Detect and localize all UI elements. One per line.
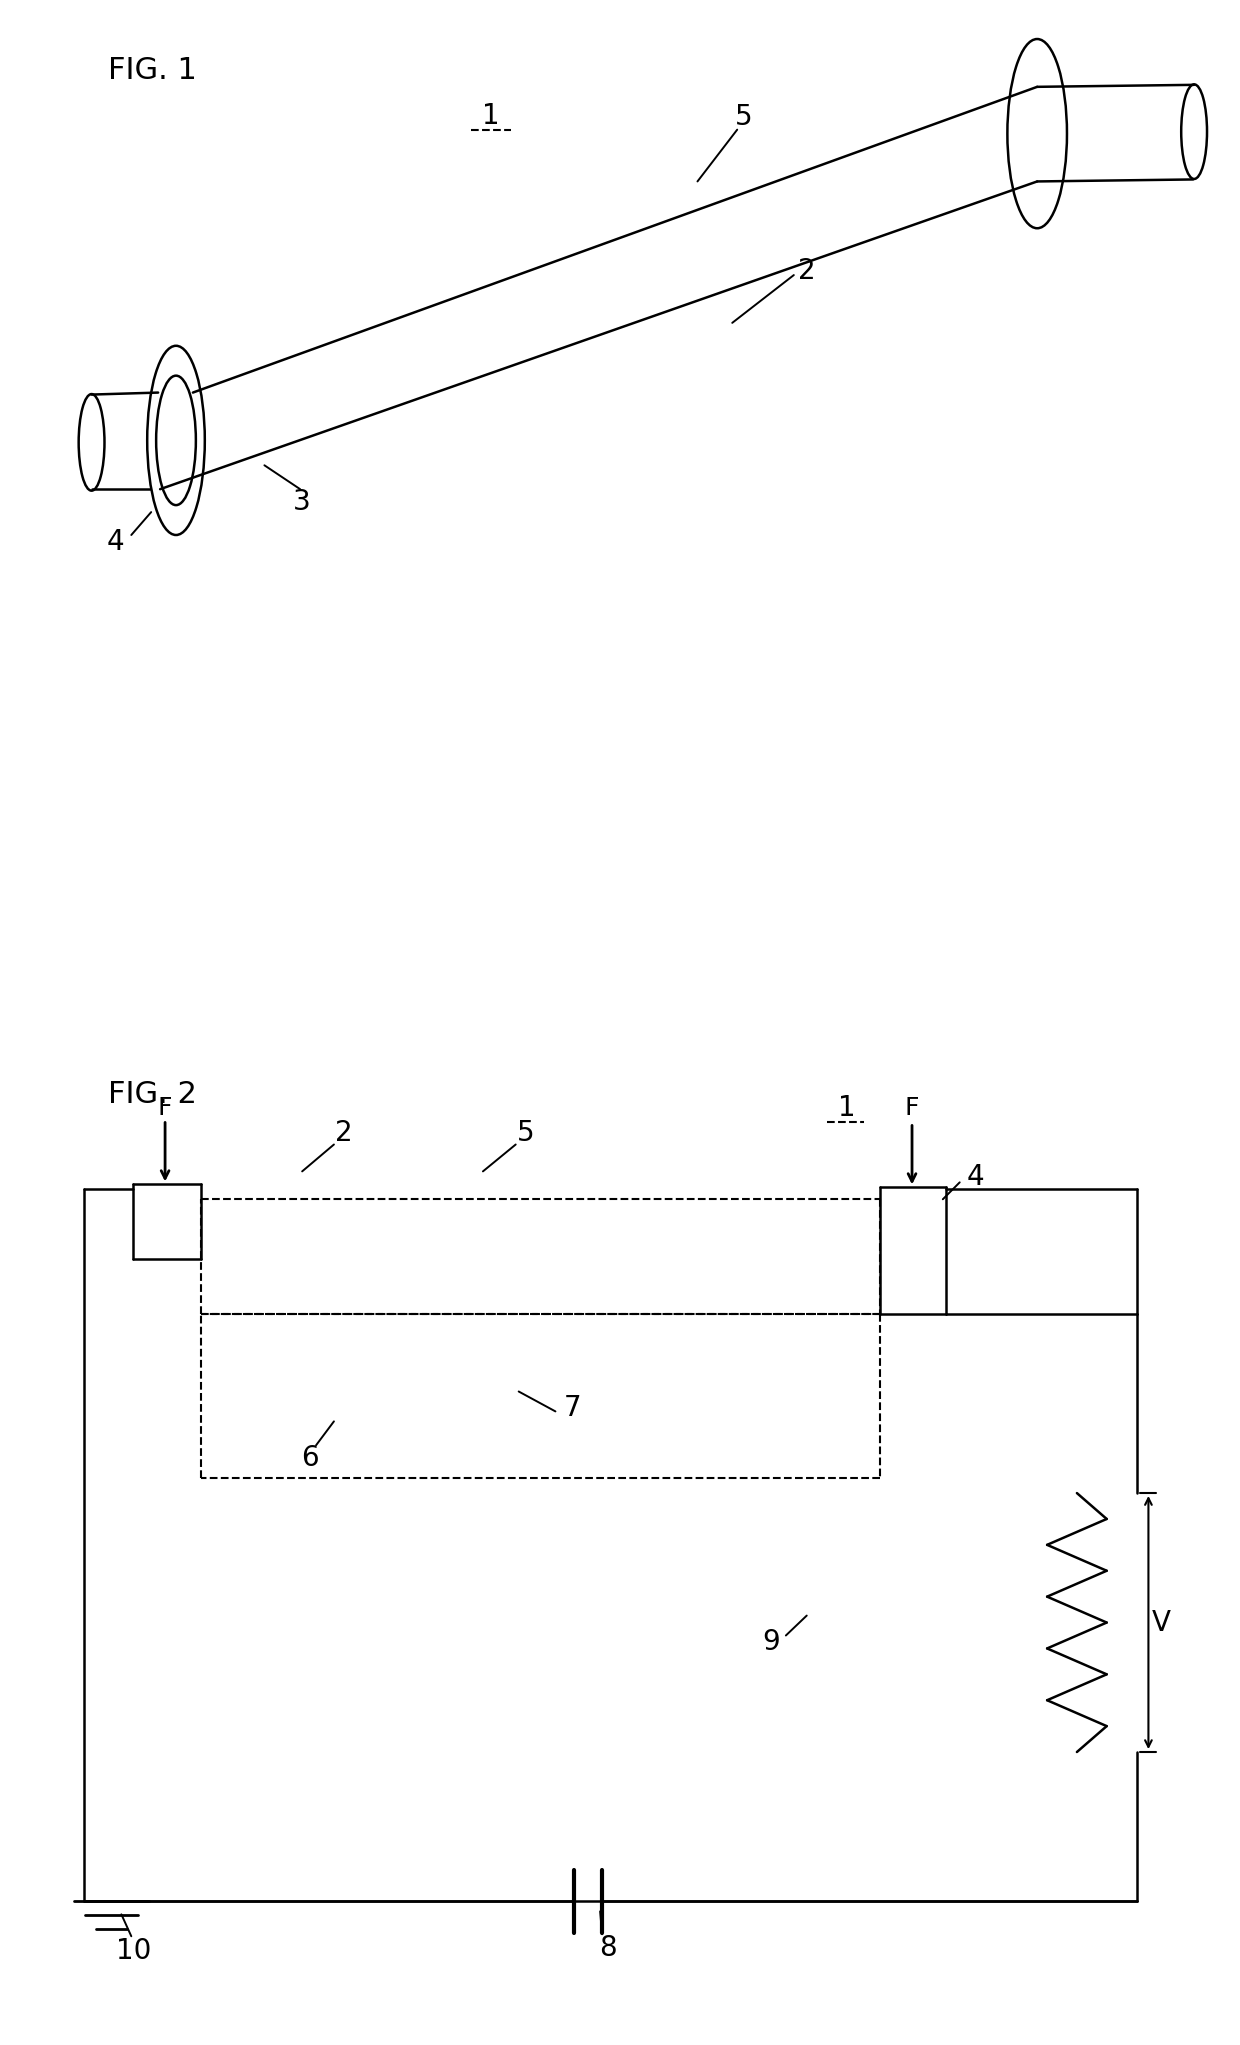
Text: 9: 9 [763,1628,780,1656]
Text: F: F [905,1096,919,1121]
Text: 7: 7 [563,1395,582,1423]
Text: FIG. 2: FIG. 2 [108,1080,197,1108]
Text: F: F [157,1096,172,1121]
Text: 4: 4 [107,528,124,556]
Text: 5: 5 [517,1119,534,1147]
Text: 3: 3 [294,489,311,515]
Text: FIG. 1: FIG. 1 [108,55,197,86]
Text: 1: 1 [838,1094,856,1121]
Text: 1: 1 [482,102,500,129]
Text: 2: 2 [335,1119,352,1147]
Text: 2: 2 [797,258,816,284]
Text: 5: 5 [735,102,753,131]
Text: 10: 10 [115,1937,151,1965]
Text: 4: 4 [967,1164,985,1192]
Text: V: V [1152,1609,1171,1636]
Text: 6: 6 [301,1444,319,1472]
Text: 8: 8 [599,1935,616,1963]
